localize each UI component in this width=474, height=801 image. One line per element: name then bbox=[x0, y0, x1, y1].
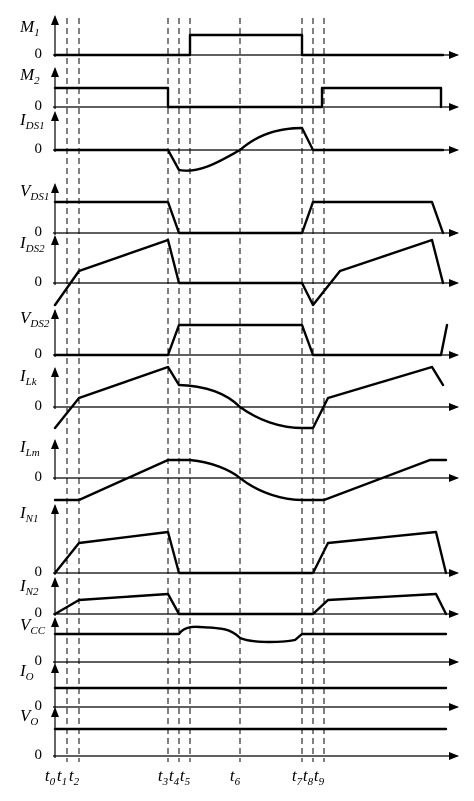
signal-label-main: I bbox=[19, 366, 27, 385]
zero-label-in2: 0 bbox=[35, 605, 43, 621]
signal-label-sub: N2 bbox=[25, 586, 39, 598]
signal-label-io: IO bbox=[19, 661, 34, 683]
signal-label-sub: DS1 bbox=[29, 191, 49, 203]
signal-label-vds1: VDS1 bbox=[20, 181, 49, 203]
signal-label-main: I bbox=[19, 110, 27, 129]
signal-label-main: V bbox=[20, 308, 33, 327]
waveform-vds2 bbox=[53, 323, 449, 357]
zero-label-vcc: 0 bbox=[35, 653, 43, 669]
time-label-sub: 0 bbox=[50, 776, 56, 788]
time-label-t6: t6 bbox=[230, 766, 241, 788]
signal-label-main: I bbox=[19, 233, 27, 252]
waveform-in2 bbox=[53, 592, 448, 616]
signal-label-vo: VO bbox=[20, 706, 38, 728]
waveforms bbox=[53, 33, 449, 731]
time-label-t7: t7 bbox=[292, 766, 303, 788]
signal-label-in2: IN2 bbox=[19, 576, 39, 598]
signal-labels: M10M20IDS10VDS10IDS20VDS20ILk0ILm0IN10IN… bbox=[19, 17, 50, 763]
time-label-sub: 1 bbox=[62, 776, 68, 788]
waveform-in1 bbox=[53, 530, 448, 575]
time-label-sub: 9 bbox=[319, 776, 325, 788]
time-label-t2: t2 bbox=[69, 766, 80, 788]
zero-label-vds1: 0 bbox=[35, 224, 43, 240]
signal-label-sub: Lk bbox=[25, 376, 38, 388]
time-label-main: t bbox=[292, 766, 298, 785]
time-label-main: t bbox=[69, 766, 75, 785]
signal-label-sub: 2 bbox=[34, 75, 40, 87]
time-label-main: t bbox=[314, 766, 320, 785]
signal-label-vcc: VCC bbox=[20, 615, 46, 637]
zero-label-vo: 0 bbox=[35, 747, 43, 763]
waveform-vcc bbox=[53, 625, 448, 644]
waveform-vds1 bbox=[53, 200, 445, 235]
time-label-main: t bbox=[158, 766, 164, 785]
time-labels: t0 t1 t2 t3 t4 t5 t6 t7 t8 t9 bbox=[45, 766, 325, 788]
time-marker-lines bbox=[66, 18, 325, 762]
waveform-ilm bbox=[53, 458, 448, 502]
time-label-sub: 3 bbox=[162, 776, 169, 788]
signal-label-sub: 1 bbox=[34, 27, 40, 39]
time-label-sub: 4 bbox=[174, 776, 180, 788]
zero-label-vds2: 0 bbox=[35, 346, 43, 362]
signal-label-sub: CC bbox=[30, 625, 45, 637]
zero-label-m2: 0 bbox=[35, 98, 43, 114]
time-label-sub: 7 bbox=[297, 776, 303, 788]
time-label-t5: t5 bbox=[180, 766, 191, 788]
waveform-ilk bbox=[53, 365, 445, 430]
signal-label-sub: O bbox=[26, 671, 34, 683]
waveform-m2 bbox=[53, 86, 443, 109]
time-label-main: t bbox=[57, 766, 63, 785]
time-label-t4: t4 bbox=[169, 766, 180, 788]
waveform-ids2 bbox=[53, 238, 445, 307]
time-label-sub: 6 bbox=[235, 776, 241, 788]
signal-label-ilm: ILm bbox=[19, 437, 40, 459]
signal-label-sub: N1 bbox=[25, 513, 39, 525]
signal-label-sub: O bbox=[30, 716, 38, 728]
zero-label-ilm: 0 bbox=[35, 469, 43, 485]
signal-label-sub: Lm bbox=[25, 447, 40, 459]
waveform-m1 bbox=[53, 33, 445, 57]
signal-label-main: I bbox=[19, 576, 27, 595]
signal-label-vds2: VDS2 bbox=[20, 308, 50, 330]
signal-label-main: V bbox=[20, 706, 33, 725]
time-label-t9: t9 bbox=[314, 766, 325, 788]
signal-label-main: M bbox=[19, 65, 35, 84]
signal-label-sub: DS2 bbox=[29, 318, 49, 330]
time-label-t0: t0 bbox=[45, 766, 56, 788]
zero-label-io: 0 bbox=[35, 698, 43, 714]
signal-label-main: I bbox=[19, 503, 27, 522]
signal-label-main: M bbox=[19, 17, 35, 36]
time-label-sub: 2 bbox=[74, 776, 80, 788]
signal-label-ilk: ILk bbox=[19, 366, 38, 388]
signal-label-sub: DS2 bbox=[25, 243, 45, 255]
signal-label-ids1: IDS1 bbox=[19, 110, 45, 132]
time-label-main: t bbox=[180, 766, 186, 785]
signal-label-main: V bbox=[20, 181, 33, 200]
signal-label-main: I bbox=[19, 437, 27, 456]
time-label-t8: t8 bbox=[303, 766, 314, 788]
time-label-main: t bbox=[45, 766, 51, 785]
zero-label-in1: 0 bbox=[35, 564, 43, 580]
zero-label-ilk: 0 bbox=[35, 398, 43, 414]
waveform-ids1 bbox=[53, 126, 445, 172]
signal-label-ids2: IDS2 bbox=[19, 233, 45, 255]
signal-label-main: I bbox=[19, 661, 27, 680]
time-label-sub: 8 bbox=[308, 776, 314, 788]
time-label-main: t bbox=[169, 766, 175, 785]
time-label-main: t bbox=[303, 766, 309, 785]
signal-label-in1: IN1 bbox=[19, 503, 39, 525]
time-label-t3: t3 bbox=[158, 766, 169, 788]
time-label-t1: t1 bbox=[57, 766, 67, 788]
zero-label-ids1: 0 bbox=[35, 141, 43, 157]
time-label-main: t bbox=[230, 766, 236, 785]
signal-label-m2: M2 bbox=[19, 65, 40, 87]
time-label-sub: 5 bbox=[185, 776, 191, 788]
signal-label-main: V bbox=[20, 615, 33, 634]
zero-label-m1: 0 bbox=[35, 46, 43, 62]
signal-label-m1: M1 bbox=[19, 17, 40, 39]
zero-label-ids2: 0 bbox=[35, 274, 43, 290]
signal-label-sub: DS1 bbox=[25, 120, 45, 132]
